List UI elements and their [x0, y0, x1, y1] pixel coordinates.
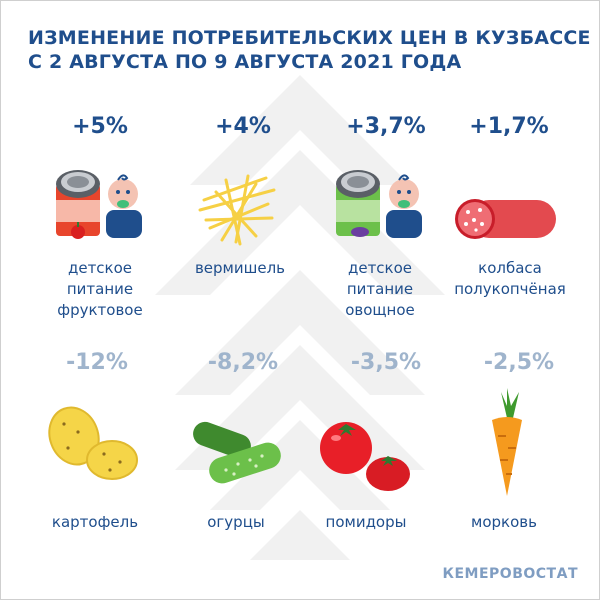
label-tomato: помидоры [296, 512, 436, 533]
baby-food-vegetable-icon [336, 170, 422, 238]
change-carrot: -2,5% [483, 350, 555, 375]
potato-icon [48, 406, 138, 480]
label-line: питание [346, 280, 414, 298]
title-line-2: С 2 АВГУСТА ПО 9 АВГУСТА 2021 ГОДА [28, 51, 462, 73]
change-potato: -12% [66, 350, 128, 375]
label-sausage: колбаса полукопчёная [446, 258, 574, 300]
title-line-1: ИЗМЕНЕНИЕ ПОТРЕБИТЕЛЬСКИХ ЦЕН В КУЗБАССЕ [28, 27, 591, 49]
label-line: питание [66, 280, 134, 298]
cucumber-icon [193, 421, 281, 484]
label-line: огурцы [207, 513, 265, 531]
baby-food-fruit-icon [56, 170, 142, 239]
label-baby-food-vegetable: детское питание овощное [310, 258, 450, 321]
label-line: овощное [345, 301, 415, 319]
label-vermicelli: вермишель [170, 258, 310, 279]
label-line: помидоры [325, 513, 407, 531]
carrot-icon [492, 388, 522, 496]
sausage-icon [455, 199, 556, 239]
label-line: морковь [471, 513, 537, 531]
label-line: картофель [51, 513, 139, 531]
label-line: фруктовое [57, 301, 143, 319]
change-vermicelli: +4% [215, 114, 271, 139]
label-cucumber: огурцы [166, 512, 306, 533]
label-line: вермишель [194, 259, 286, 277]
label-potato: картофель [25, 512, 165, 533]
label-line: детское [67, 259, 133, 277]
change-tomato: -3,5% [350, 350, 422, 375]
change-baby-food-vegetable: +3,7% [346, 114, 426, 139]
vermicelli-icon [198, 174, 276, 246]
label-baby-food-fruit: детское питание фруктовое [30, 258, 170, 321]
label-line: полукопчёная [454, 280, 566, 298]
tomato-icon [320, 422, 410, 491]
label-line: колбаса [478, 259, 542, 277]
change-sausage: +1,7% [469, 114, 549, 139]
change-baby-food-fruit: +5% [72, 114, 128, 139]
label-carrot: морковь [434, 512, 574, 533]
label-line: детское [347, 259, 413, 277]
change-cucumber: -8,2% [207, 350, 279, 375]
source-label: КЕМЕРОВОСТАТ [442, 566, 578, 582]
page-title: ИЗМЕНЕНИЕ ПОТРЕБИТЕЛЬСКИХ ЦЕН В КУЗБАССЕ… [28, 26, 591, 74]
